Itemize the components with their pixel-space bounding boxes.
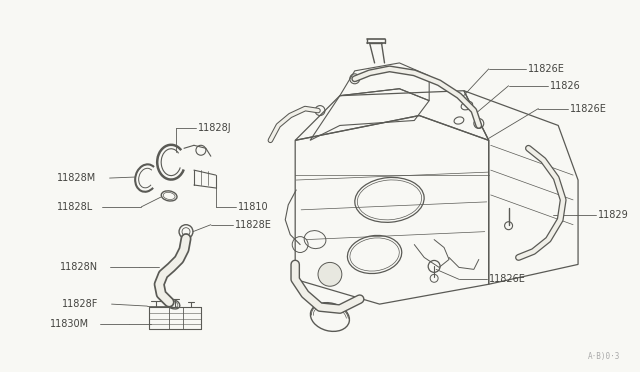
Ellipse shape: [310, 303, 349, 331]
Text: 11828M: 11828M: [57, 173, 96, 183]
Text: 11826: 11826: [550, 81, 581, 91]
Text: 11826E: 11826E: [529, 64, 565, 74]
Text: 11826E: 11826E: [570, 103, 607, 113]
Text: A·B)0·3: A·B)0·3: [588, 352, 620, 361]
Ellipse shape: [348, 235, 402, 273]
Text: 11828L: 11828L: [57, 202, 93, 212]
Text: 11810: 11810: [237, 202, 268, 212]
Text: 11828F: 11828F: [62, 299, 99, 309]
Circle shape: [318, 262, 342, 286]
Text: 11830M: 11830M: [50, 319, 89, 329]
Ellipse shape: [304, 231, 326, 248]
Text: 11828E: 11828E: [235, 220, 271, 230]
Text: 11828J: 11828J: [198, 124, 232, 134]
Text: 11826E: 11826E: [489, 274, 525, 284]
Ellipse shape: [161, 191, 177, 201]
Ellipse shape: [166, 299, 180, 309]
Text: 11828N: 11828N: [60, 262, 98, 272]
Ellipse shape: [461, 101, 473, 110]
Text: 11829: 11829: [598, 210, 628, 220]
Ellipse shape: [355, 177, 424, 222]
